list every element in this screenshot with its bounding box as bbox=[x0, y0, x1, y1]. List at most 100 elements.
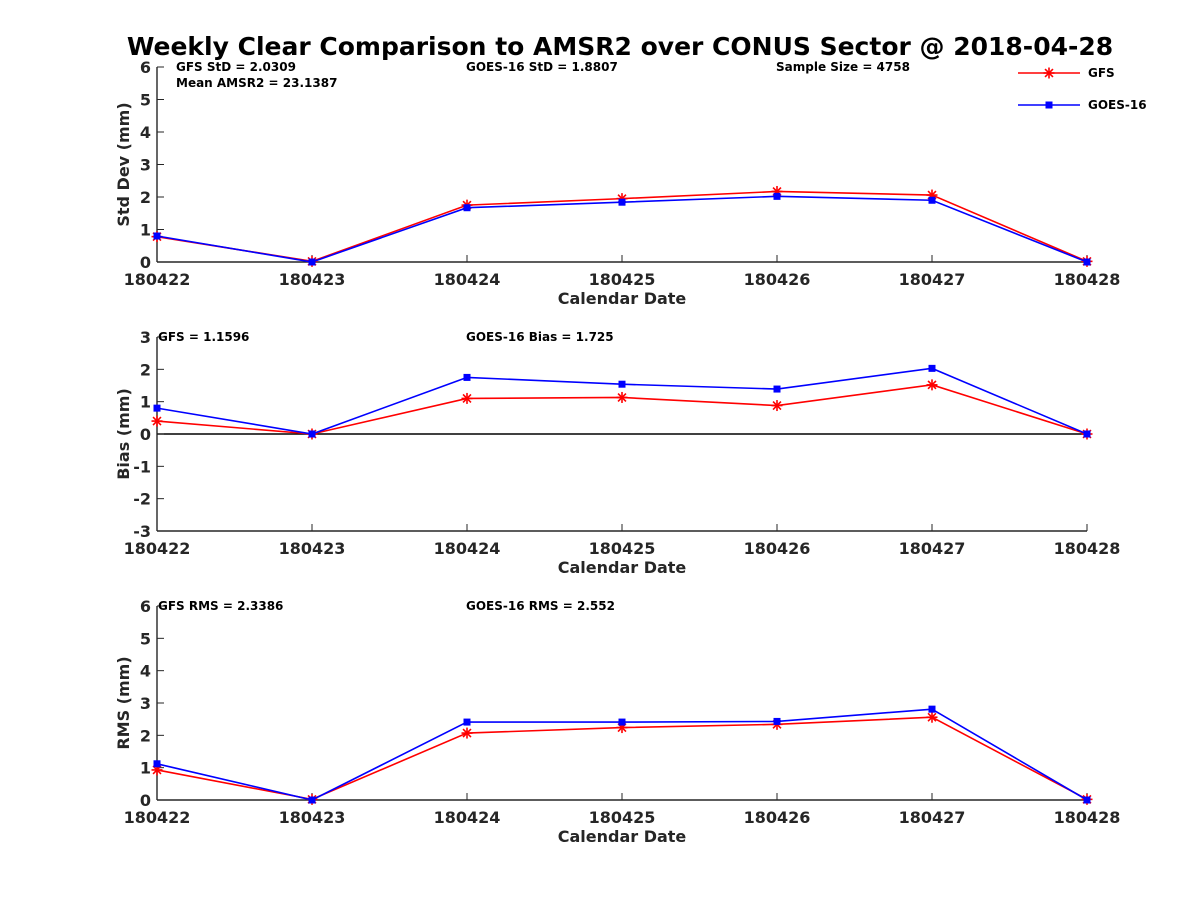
series-gfs bbox=[151, 185, 1093, 267]
y-tick-label: 3 bbox=[140, 328, 151, 347]
y-tick-label: 2 bbox=[140, 360, 151, 379]
y-tick-label: -1 bbox=[133, 457, 151, 476]
y-tick-label: -2 bbox=[133, 490, 151, 509]
y-tick-label: 4 bbox=[140, 123, 151, 142]
x-tick-label: 180427 bbox=[899, 539, 966, 558]
chart-title: Weekly Clear Comparison to AMSR2 over CO… bbox=[127, 32, 1113, 61]
x-tick-label: 180422 bbox=[124, 539, 191, 558]
x-tick-label: 180428 bbox=[1054, 808, 1121, 827]
y-tick-label: 6 bbox=[140, 58, 151, 77]
y-tick-label: 0 bbox=[140, 425, 151, 444]
legend-marker-symbol bbox=[1043, 67, 1055, 79]
legend-label-gfs: GFS bbox=[1088, 66, 1115, 80]
subplot-3: 0 1 2 3 4 5 6 180422 180423 180424 180425 180426 180… bbox=[114, 597, 1120, 846]
legend-item-gfs: GFS bbox=[1018, 66, 1115, 80]
subplot-1: 0 1 2 3 4 5 6 180422 180423 180424 180425 180426 180… bbox=[114, 58, 1120, 308]
data-point-goes16 bbox=[773, 717, 781, 725]
data-point-goes16 bbox=[773, 192, 781, 200]
data-point-gfs bbox=[151, 764, 163, 776]
y-tick-label: 3 bbox=[140, 156, 151, 175]
y-tick-label: 0 bbox=[140, 791, 151, 810]
y-tick-label: 5 bbox=[140, 91, 151, 110]
data-point-goes16 bbox=[308, 796, 316, 804]
legend: GFS GOES-16 bbox=[1018, 66, 1147, 112]
data-point-goes16 bbox=[618, 198, 626, 206]
y-tick-label: 1 bbox=[140, 393, 151, 412]
legend-label-goes16: GOES-16 bbox=[1088, 98, 1147, 112]
data-point-goes16 bbox=[773, 385, 781, 393]
series-goes16 bbox=[153, 192, 1091, 266]
x-tick-label: 180426 bbox=[744, 270, 811, 289]
y-tick-label: 1 bbox=[140, 759, 151, 778]
data-point-goes16 bbox=[153, 760, 161, 768]
x-tick-label: 180423 bbox=[279, 270, 346, 289]
data-point-gfs bbox=[926, 711, 938, 723]
annotation-left: GFS StD = 2.0309 bbox=[176, 60, 296, 74]
data-point-goes16 bbox=[928, 196, 936, 204]
data-point-gfs bbox=[771, 400, 783, 412]
data-point-goes16 bbox=[308, 430, 316, 438]
x-tick-label: 180422 bbox=[124, 808, 191, 827]
y-tick-label: 4 bbox=[140, 662, 151, 681]
data-point-goes16 bbox=[928, 705, 936, 713]
legend-item-goes16: GOES-16 bbox=[1018, 98, 1147, 112]
data-point-goes16 bbox=[618, 380, 626, 388]
x-tick-label: 180423 bbox=[279, 808, 346, 827]
data-point-gfs bbox=[151, 415, 163, 427]
x-tick-label: 180425 bbox=[589, 270, 656, 289]
y-tick-label: 2 bbox=[140, 188, 151, 207]
annotation-mid: GOES-16 StD = 1.8807 bbox=[466, 60, 618, 74]
x-tick-label: 180427 bbox=[899, 270, 966, 289]
data-point-goes16 bbox=[618, 718, 626, 726]
legend-marker-goes16 bbox=[1045, 101, 1053, 109]
x-tick-label: 180426 bbox=[744, 539, 811, 558]
x-tick-label: 180424 bbox=[434, 539, 501, 558]
x-tick-label: 180424 bbox=[434, 270, 501, 289]
series-goes16 bbox=[153, 705, 1091, 804]
x-axis-label: Calendar Date bbox=[558, 289, 687, 308]
y-tick-label: 0 bbox=[140, 253, 151, 272]
data-point-gfs bbox=[461, 392, 473, 404]
x-tick-label: 180428 bbox=[1054, 539, 1121, 558]
series-line-goes16 bbox=[156, 195, 1088, 263]
legend-marker-symbol bbox=[1045, 101, 1053, 109]
y-axis-label: Std Dev (mm) bbox=[114, 102, 133, 226]
series-goes16 bbox=[153, 364, 1091, 438]
y-tick-label: 5 bbox=[140, 629, 151, 648]
data-point-goes16 bbox=[1083, 258, 1091, 266]
subplot-2: -3 -2 -1 0 1 2 3 180422 180423 180424 180425 180426… bbox=[114, 328, 1120, 577]
data-point-goes16 bbox=[463, 718, 471, 726]
x-tick-label: 180427 bbox=[899, 808, 966, 827]
x-tick-label: 180425 bbox=[589, 808, 656, 827]
y-axis-label: RMS (mm) bbox=[114, 656, 133, 749]
data-point-goes16 bbox=[153, 404, 161, 412]
x-tick-label: 180425 bbox=[589, 539, 656, 558]
data-point-goes16 bbox=[153, 232, 161, 240]
data-point-goes16 bbox=[1083, 796, 1091, 804]
data-point-gfs bbox=[926, 379, 938, 391]
data-point-goes16 bbox=[463, 204, 471, 212]
x-tick-label: 180428 bbox=[1054, 270, 1121, 289]
legend-marker-gfs bbox=[1043, 67, 1055, 79]
annotation-left-2: Mean AMSR2 = 23.1387 bbox=[176, 76, 337, 90]
x-tick-label: 180422 bbox=[124, 270, 191, 289]
data-point-goes16 bbox=[308, 258, 316, 266]
annotation-mid: GOES-16 Bias = 1.725 bbox=[466, 330, 614, 344]
y-tick-label: 3 bbox=[140, 694, 151, 713]
series-gfs bbox=[151, 711, 1093, 805]
x-tick-label: 180423 bbox=[279, 539, 346, 558]
data-point-gfs bbox=[461, 727, 473, 739]
y-tick-label: 1 bbox=[140, 221, 151, 240]
y-tick-label: 2 bbox=[140, 726, 151, 745]
x-axis-label: Calendar Date bbox=[558, 558, 687, 577]
data-point-goes16 bbox=[463, 373, 471, 381]
data-point-goes16 bbox=[1083, 430, 1091, 438]
x-tick-label: 180426 bbox=[744, 808, 811, 827]
x-tick-label: 180424 bbox=[434, 808, 501, 827]
y-axis-label: Bias (mm) bbox=[114, 388, 133, 480]
x-axis-label: Calendar Date bbox=[558, 827, 687, 846]
data-point-goes16 bbox=[928, 364, 936, 372]
annotation-left: GFS = 1.1596 bbox=[158, 330, 249, 344]
